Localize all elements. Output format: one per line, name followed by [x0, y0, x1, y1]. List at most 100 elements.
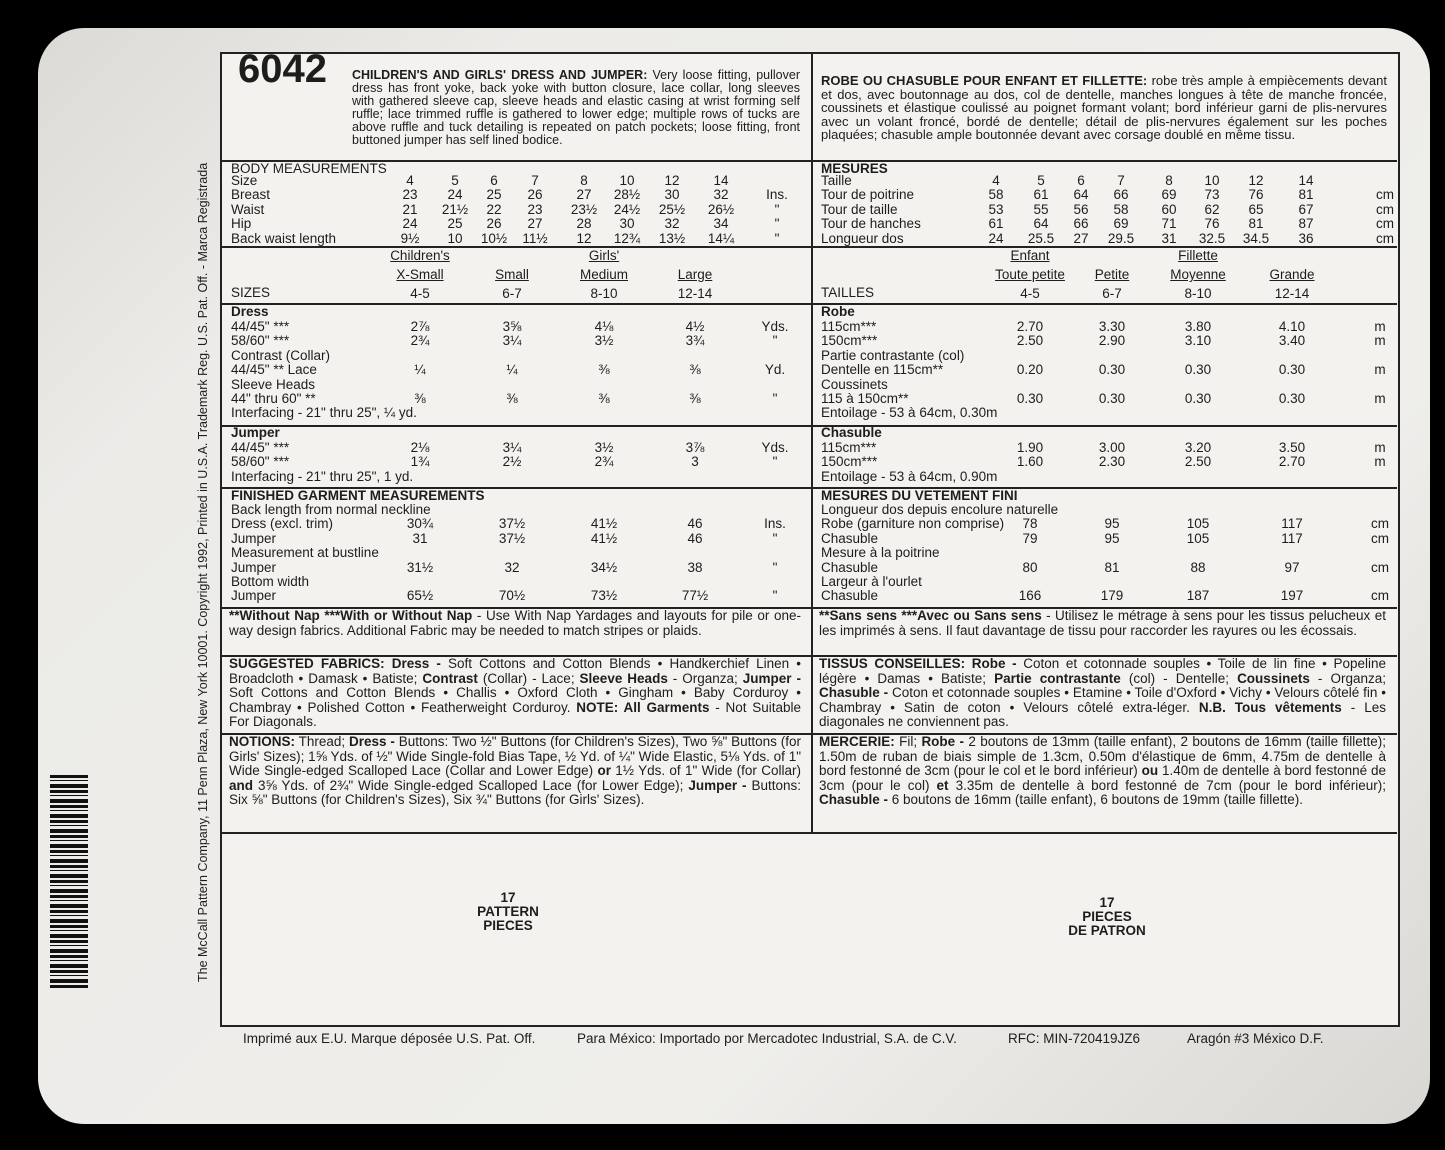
row-label: Jumper: [231, 530, 277, 546]
cell: 61: [1033, 187, 1049, 203]
cell: 12: [576, 230, 592, 246]
cell: 2.70: [1016, 319, 1044, 334]
divider: [811, 52, 813, 834]
text-run: Fil;: [894, 734, 922, 749]
cell: 3¼: [502, 333, 522, 349]
row-label: Breast: [231, 187, 271, 203]
cell: 4.10: [1278, 319, 1306, 334]
row-label: Tour de hanches: [821, 216, 921, 232]
cell: 166: [1018, 588, 1042, 604]
cell: 3½: [594, 333, 614, 349]
cell: 32: [504, 559, 520, 575]
cell: 31: [412, 530, 428, 546]
cell: m: [1374, 391, 1386, 406]
rule: [813, 425, 1397, 427]
cell: 87: [1298, 216, 1314, 232]
pattern-number: 6042: [238, 47, 327, 91]
section-heading: BODY MEASUREMENTS: [231, 161, 387, 176]
cell: 69: [1113, 216, 1129, 232]
row-label: Chasuble: [821, 588, 879, 604]
cell: 10½: [480, 230, 508, 246]
bold-run: Partie contrastante: [994, 670, 1121, 686]
cell: 46: [687, 516, 703, 532]
rule: [222, 246, 811, 248]
cell: 4⅛: [594, 319, 614, 334]
bold-run: Robe -: [921, 734, 965, 749]
cell: Yds.: [761, 440, 789, 455]
cell: 24: [988, 230, 1004, 246]
cell: m: [1374, 440, 1386, 455]
cell: cm: [1371, 516, 1389, 532]
cell: 3: [691, 454, 699, 470]
row-label: Tour de poitrine: [821, 187, 915, 203]
cell: cm: [1376, 187, 1394, 203]
cell: 10: [619, 173, 635, 188]
row-label: Coussinets: [821, 376, 888, 392]
row-label: Back waist length: [231, 230, 337, 246]
row-label: Chasuble: [821, 530, 879, 546]
text-run: Coton et cotonnade souples • Etamine • T…: [819, 685, 1386, 715]
cell: 10: [1204, 173, 1220, 188]
cell: 23: [527, 201, 543, 217]
cell: 24: [402, 216, 418, 232]
cell: 3.10: [1184, 333, 1212, 349]
cell: 76: [1204, 216, 1220, 232]
cell: 0.20: [1016, 362, 1044, 378]
bold-run: or: [597, 763, 611, 778]
cell: 58: [1113, 201, 1129, 217]
cell: 2.70: [1278, 454, 1306, 470]
bold-run: Sleeve Heads: [579, 670, 668, 686]
cell: 26½: [707, 201, 735, 217]
cell: 0.30: [1278, 391, 1306, 406]
size-range: 12-14: [677, 286, 713, 301]
text-run: 1.40m de dentelle à bord festonné de 3cm…: [819, 763, 1386, 793]
text-run: Very loose fitting, pullover dress has f…: [352, 68, 800, 147]
cell: 105: [1186, 530, 1210, 546]
row-label: Dress (excl. trim): [231, 516, 333, 532]
cell: 69: [1161, 187, 1177, 203]
cell: 88: [1190, 559, 1206, 575]
cell: ¼: [506, 362, 518, 378]
size-range: 6-7: [1102, 286, 1122, 301]
row-label: Partie contrastante (col): [821, 347, 965, 363]
row-label: Robe (garniture non comprise): [821, 516, 1005, 532]
description: ROBE OU CHASUBLE POUR ENFANT ET FILLETTE…: [821, 74, 1387, 142]
cell: 3.40: [1278, 333, 1306, 349]
size-group: Enfant: [1010, 248, 1050, 263]
size-range: 8-10: [1184, 286, 1212, 301]
sizes-label: TAILLES: [821, 285, 875, 300]
cell: 3½: [594, 440, 614, 455]
bold-run: N.B. Tous vêtements: [1198, 699, 1342, 715]
cell: 34: [713, 216, 729, 232]
row-label: 115 à 150cm**: [821, 391, 909, 406]
row-label: Chasuble: [821, 559, 879, 575]
cell: 21½: [441, 201, 469, 217]
size-name: Petite: [1094, 267, 1130, 282]
cell: 41½: [590, 516, 618, 532]
cell: 66: [1113, 187, 1129, 203]
cell: 32: [713, 187, 729, 203]
cell: 37½: [498, 530, 526, 546]
pieces-count: 17: [500, 890, 516, 905]
cell: 25.5: [1027, 230, 1055, 246]
size-name: Small: [495, 267, 529, 282]
row-label: Mesure à la poitrine: [821, 545, 940, 561]
footer-text: Imprimé aux E.U. Marque déposée U.S. Pat…: [243, 1031, 536, 1046]
cell: 65½: [406, 588, 434, 604]
cell: 22: [486, 201, 502, 217]
cell: 81: [1298, 187, 1314, 203]
section-heading: MESURES DU VETEMENT FINI: [821, 488, 1018, 503]
cell: 3⅞: [685, 440, 705, 455]
cell: 8: [580, 173, 588, 188]
cell: 30¾: [406, 516, 434, 532]
cell: 5: [1037, 173, 1045, 188]
cell: 70½: [498, 588, 526, 604]
cell: 81: [1248, 216, 1264, 232]
rule: [222, 832, 811, 834]
section-heading: Jumper: [231, 425, 280, 440]
row-label: Largeur à l'ourlet: [821, 574, 922, 589]
text-run: Buttons: Six ⅝" Buttons (for Children's …: [229, 777, 801, 807]
notions: NOTIONS: Thread; Dress - Buttons: Two ½"…: [229, 734, 801, 808]
cell: 2⅞: [410, 319, 430, 334]
cell: ": [772, 559, 778, 575]
